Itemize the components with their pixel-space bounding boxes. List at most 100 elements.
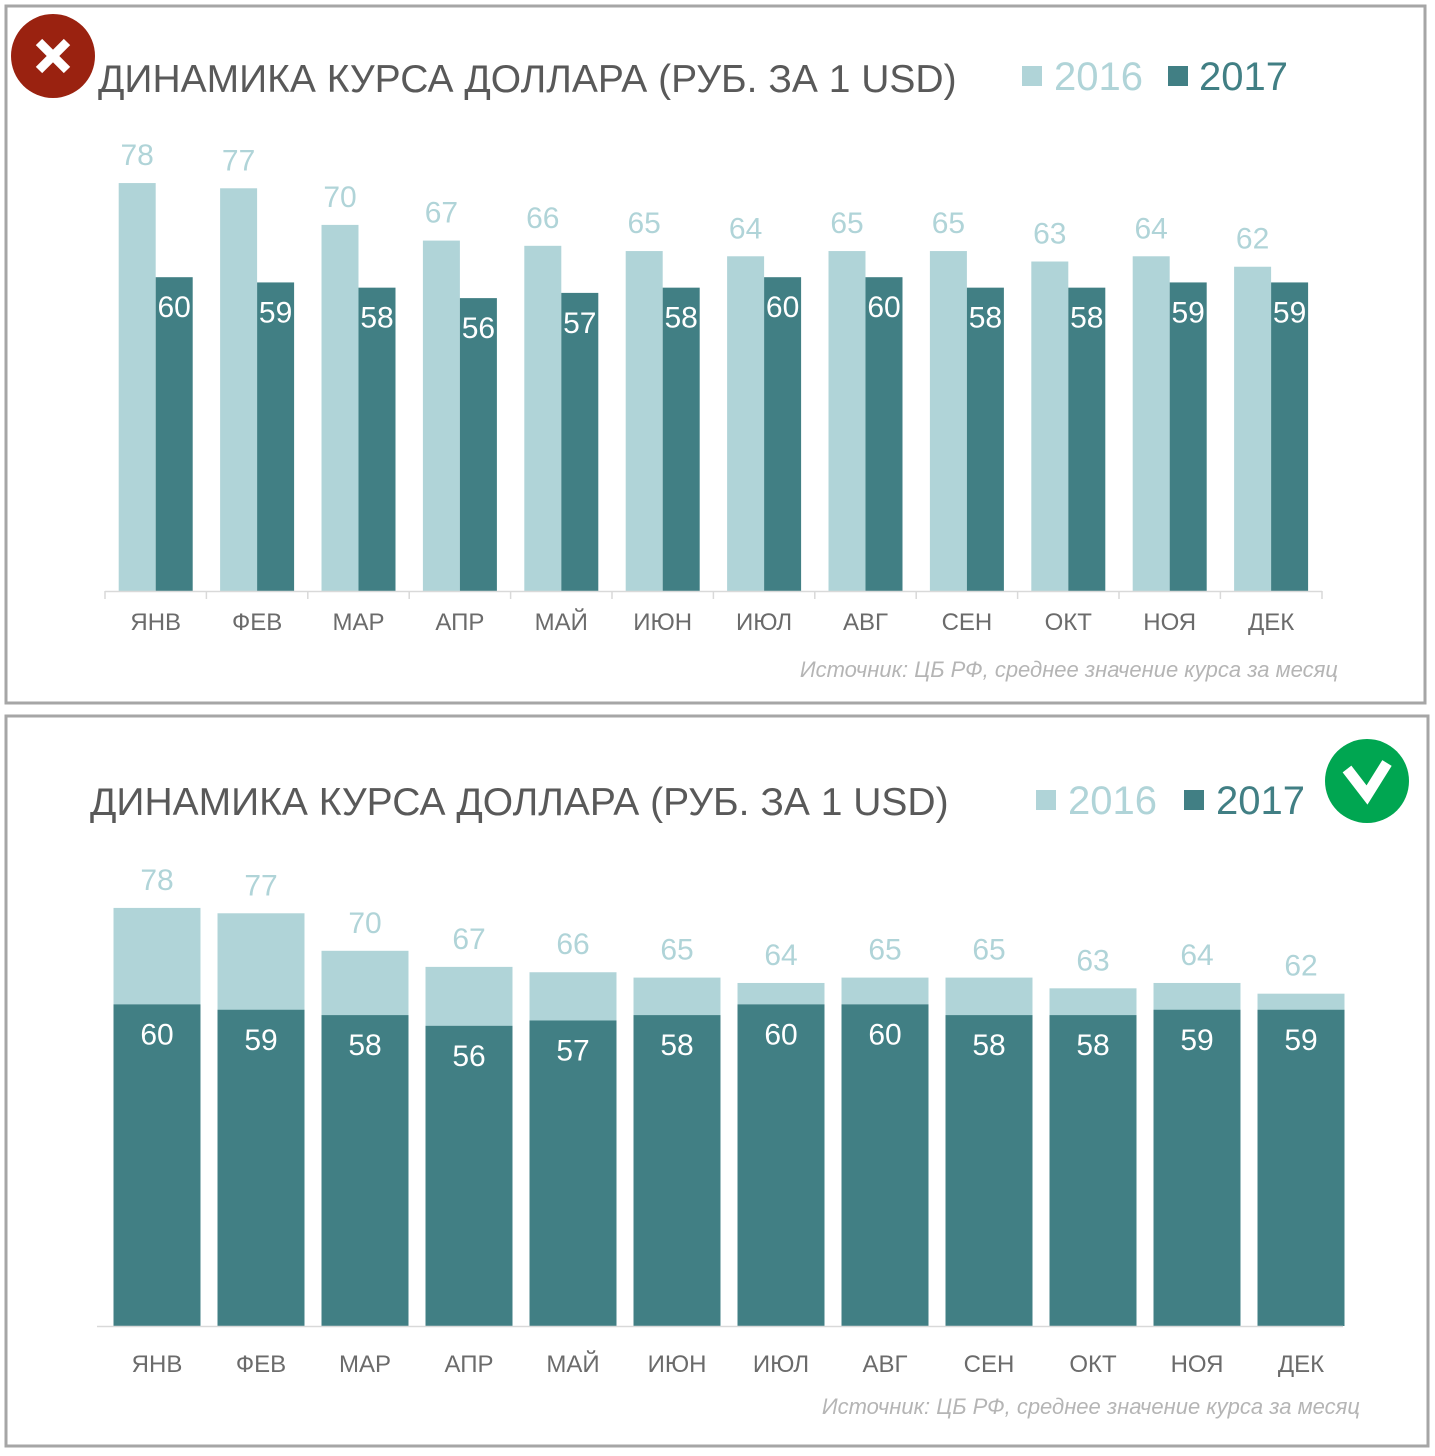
data-label-2017: 59 <box>1180 1024 1213 1057</box>
x-tick-label: ОКТ <box>1069 1351 1117 1378</box>
data-label-2016: 65 <box>932 207 965 240</box>
bar-2017 <box>217 1009 305 1326</box>
x-tick-label: НОЯ <box>1143 609 1196 636</box>
data-label-2016: 65 <box>628 207 661 240</box>
bar-2017 <box>358 287 396 591</box>
x-tick-label: СЕН <box>942 609 993 636</box>
bar-2016 <box>422 240 460 591</box>
bar-2017 <box>1068 287 1106 591</box>
data-label-2016: 64 <box>1180 939 1213 972</box>
data-label-2016: 77 <box>244 869 277 902</box>
legend-swatch-2017 <box>1184 790 1204 810</box>
data-label-2016: 64 <box>1135 212 1168 245</box>
x-tick-label: ИЮН <box>648 1351 707 1378</box>
bar-2017 <box>764 277 802 591</box>
bar-2016 <box>1031 261 1069 591</box>
chart-title: ДИНАМИКА КУРСА ДОЛЛАРА (РУБ. ЗА 1 USD) <box>98 58 957 101</box>
data-label-2016: 64 <box>764 939 797 972</box>
data-label-2016: 67 <box>452 923 485 956</box>
bar-2016 <box>220 188 258 592</box>
bar-2016 <box>321 224 359 591</box>
x-tick-label: ФЕВ <box>236 1351 286 1378</box>
bar-2017 <box>966 287 1004 591</box>
data-label-2017: 56 <box>452 1040 485 1073</box>
x-tick-label: МАР <box>339 1351 391 1378</box>
bar-2017 <box>113 1004 201 1326</box>
data-label-2016: 78 <box>121 139 154 172</box>
legend-label: 2016 <box>1054 55 1143 99</box>
x-tick-label: АВГ <box>843 609 888 636</box>
bar-2017 <box>841 1004 929 1326</box>
bar-2017 <box>1271 282 1309 591</box>
data-label-2017: 60 <box>764 1018 797 1051</box>
data-label-2017: 57 <box>563 307 596 340</box>
legend-swatch-2017 <box>1168 66 1188 86</box>
data-label-2017: 60 <box>867 291 900 324</box>
x-tick-label: ДЕК <box>1278 1351 1324 1378</box>
x-tick-label: МАР <box>332 609 384 636</box>
data-label-2017: 58 <box>360 302 393 335</box>
x-tick-label: АВГ <box>862 1351 907 1378</box>
bar-2016 <box>118 183 156 591</box>
data-label-2017: 58 <box>972 1029 1005 1062</box>
data-label-2016: 63 <box>1076 944 1109 977</box>
x-tick-label: ДЕК <box>1248 609 1294 636</box>
x-tick-label: ФЕВ <box>232 609 282 636</box>
x-tick-label: СЕН <box>964 1351 1015 1378</box>
bar-2017 <box>321 1015 409 1326</box>
bar-2016 <box>1234 266 1272 591</box>
data-label-2016: 65 <box>830 207 863 240</box>
data-label-2017: 59 <box>259 296 292 329</box>
source-note: Источник: ЦБ РФ, среднее значение курса … <box>800 657 1338 682</box>
data-label-2016: 70 <box>348 907 381 940</box>
x-tick-label: АПР <box>445 1351 494 1378</box>
bar-2016 <box>929 251 967 592</box>
data-label-2017: 58 <box>969 302 1002 335</box>
data-label-2017: 56 <box>462 312 495 345</box>
data-label-2017: 58 <box>665 302 698 335</box>
bar-2017 <box>865 277 903 591</box>
check-icon <box>1325 739 1409 823</box>
x-tick-label: ИЮЛ <box>736 609 792 636</box>
data-label-2017: 60 <box>868 1018 901 1051</box>
data-label-2016: 65 <box>660 934 693 967</box>
data-label-2016: 65 <box>868 934 901 967</box>
bar-2017 <box>257 282 295 591</box>
data-label-2016: 65 <box>972 934 1005 967</box>
x-tick-label: НОЯ <box>1171 1351 1224 1378</box>
data-label-2016: 77 <box>222 144 255 177</box>
bar-2017 <box>945 1015 1033 1326</box>
x-tick-label: ИЮН <box>633 609 692 636</box>
data-label-2017: 58 <box>348 1029 381 1062</box>
data-label-2016: 63 <box>1033 218 1066 251</box>
x-tick-label: МАЙ <box>546 1350 599 1378</box>
data-label-2016: 66 <box>526 202 559 235</box>
data-label-2017: 60 <box>766 291 799 324</box>
chart-title: ДИНАМИКА КУРСА ДОЛЛАРА (РУБ. ЗА 1 USD) <box>90 781 949 824</box>
source-note: Источник: ЦБ РФ, среднее значение курса … <box>822 1394 1360 1419</box>
bar-2017 <box>425 1025 513 1326</box>
bar-2016 <box>727 256 765 591</box>
cross-icon-glyph <box>35 38 71 74</box>
legend-swatch-2016 <box>1036 790 1056 810</box>
x-tick-label: МАЙ <box>535 608 588 636</box>
data-label-2016: 62 <box>1236 223 1269 256</box>
bar-2016 <box>1132 256 1170 591</box>
bar-2017 <box>561 292 599 591</box>
bar-2017 <box>633 1015 721 1326</box>
legend-label: 2016 <box>1068 779 1157 823</box>
bar-2017 <box>662 287 700 591</box>
x-tick-label: АПР <box>435 609 484 636</box>
legend-swatch-2016 <box>1022 66 1042 86</box>
bar-2017 <box>1257 1009 1345 1326</box>
x-tick-label: ИЮЛ <box>753 1351 809 1378</box>
data-label-2017: 59 <box>1273 296 1306 329</box>
bar-2017 <box>459 298 497 591</box>
data-label-2017: 59 <box>244 1024 277 1057</box>
bar-2017 <box>1153 1009 1241 1326</box>
x-tick-label: ЯНВ <box>132 1351 183 1378</box>
data-label-2017: 60 <box>140 1018 173 1051</box>
data-label-2017: 58 <box>660 1029 693 1062</box>
bar-2017 <box>155 277 193 591</box>
